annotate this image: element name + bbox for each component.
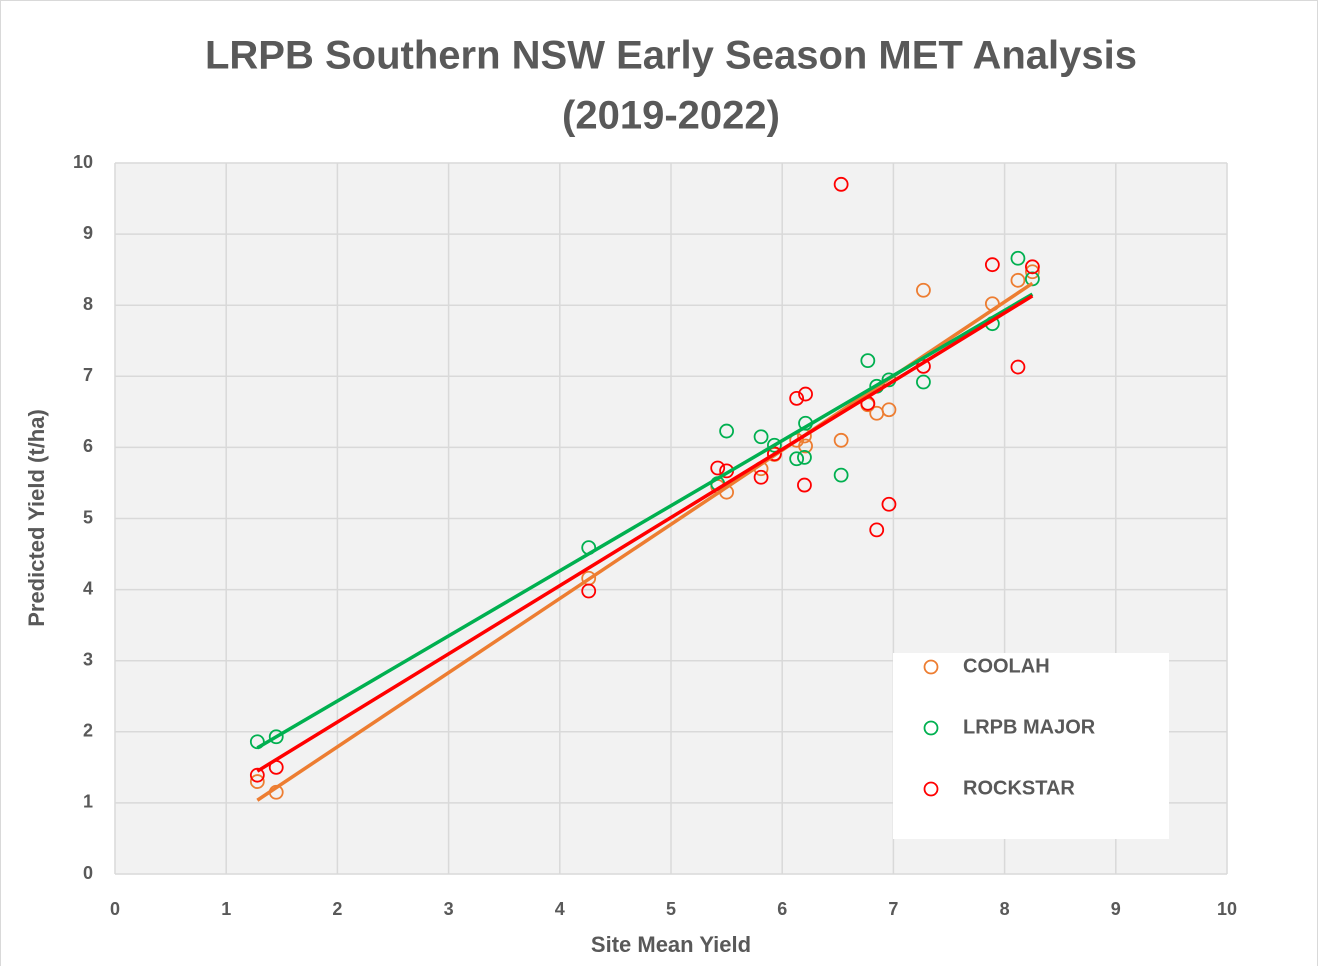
x-tick-label: 7 <box>888 899 898 919</box>
point <box>1010 359 1026 375</box>
point <box>984 257 1000 273</box>
chart-title: LRPB Southern NSW Early Season MET Analy… <box>205 34 1137 78</box>
x-axis-title: Site Mean Yield <box>591 932 751 957</box>
point <box>767 446 782 462</box>
point <box>833 467 849 483</box>
trendline <box>256 292 1034 750</box>
point <box>753 469 769 485</box>
point <box>797 449 812 465</box>
point <box>916 282 931 298</box>
point <box>249 734 265 750</box>
point <box>860 353 876 369</box>
x-tick-label: 5 <box>666 899 676 919</box>
point <box>916 374 931 390</box>
point <box>881 496 897 512</box>
point <box>881 402 897 418</box>
point <box>869 522 885 538</box>
legend-marker <box>923 781 939 797</box>
point <box>268 729 284 745</box>
y-tick-label: 5 <box>83 507 93 527</box>
point <box>833 432 849 448</box>
point <box>789 390 805 406</box>
point <box>1010 250 1026 266</box>
y-tick-label: 8 <box>83 294 93 314</box>
point <box>1025 259 1040 275</box>
legend-label: COOLAH <box>963 655 1050 677</box>
y-tick-label: 7 <box>83 365 93 385</box>
point <box>1010 272 1026 288</box>
point <box>249 767 265 783</box>
point <box>789 451 805 467</box>
y-tick-label: 2 <box>83 721 93 741</box>
point <box>833 176 849 192</box>
point <box>1025 264 1040 280</box>
y-tick-label: 3 <box>83 649 93 669</box>
x-tick-label: 9 <box>1111 899 1121 919</box>
legend-marker <box>923 659 939 675</box>
x-tick-label: 3 <box>444 899 454 919</box>
x-tick-label: 8 <box>1000 899 1010 919</box>
y-tick-label: 10 <box>73 152 93 172</box>
x-tick-label: 6 <box>777 899 787 919</box>
x-tick-label: 2 <box>332 899 342 919</box>
legend-label: ROCKSTAR <box>963 777 1075 799</box>
point <box>710 460 726 476</box>
legend <box>893 653 1169 839</box>
y-axis-title: Predicted Yield (t/ha) <box>24 409 49 627</box>
x-tick-label: 1 <box>221 899 231 919</box>
trendline <box>256 294 1034 773</box>
point <box>753 429 769 445</box>
point <box>767 437 782 453</box>
x-tick-label: 4 <box>555 899 565 919</box>
point <box>797 477 812 493</box>
legend-label: LRPB MAJOR <box>963 716 1096 738</box>
y-tick-label: 9 <box>83 223 93 243</box>
y-tick-label: 1 <box>83 792 93 812</box>
y-tick-label: 6 <box>83 436 93 456</box>
point <box>798 438 813 454</box>
point <box>798 386 813 402</box>
point <box>581 583 597 599</box>
y-tick-label: 0 <box>83 863 93 883</box>
chart-title: (2019-2022) <box>562 94 780 138</box>
point <box>719 423 734 439</box>
x-tick-label: 10 <box>1217 899 1237 919</box>
legend-marker <box>923 720 939 736</box>
x-tick-label: 0 <box>110 899 120 919</box>
y-tick-label: 4 <box>83 578 93 598</box>
point <box>249 774 265 789</box>
